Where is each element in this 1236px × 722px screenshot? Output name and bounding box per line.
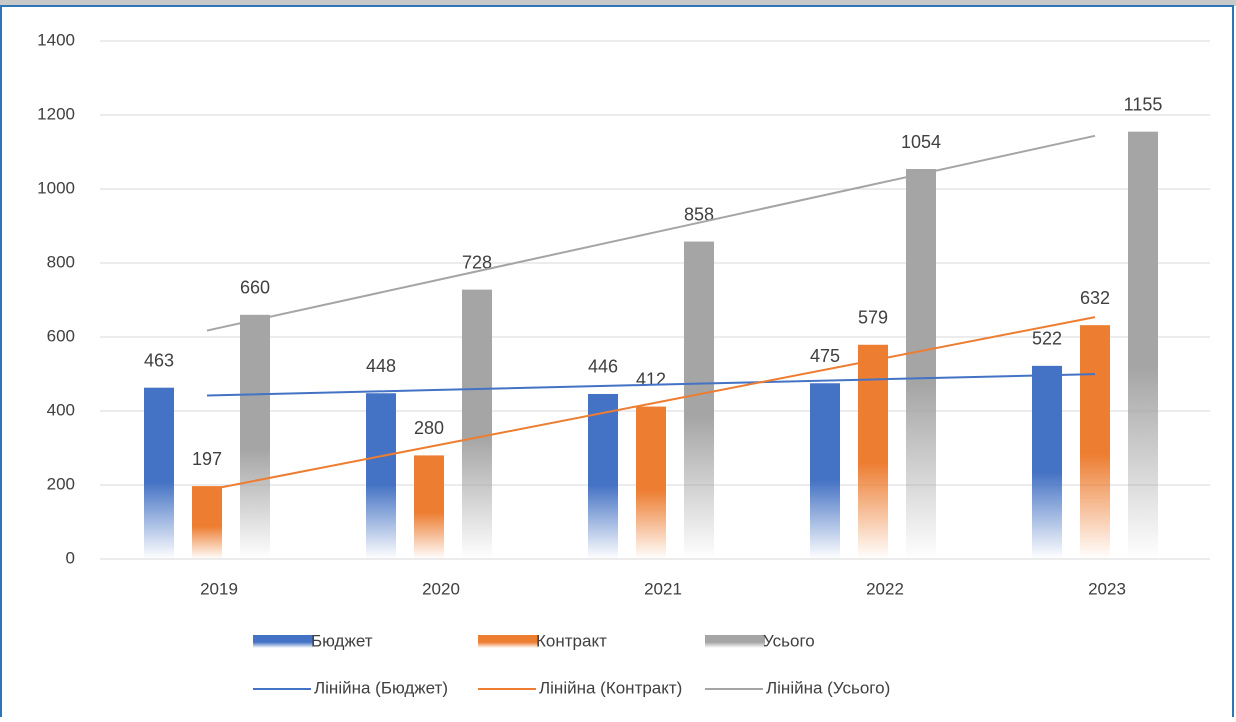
data-label: 1054	[901, 132, 941, 152]
legend-label: Лінійна (Контракт)	[539, 678, 682, 697]
data-label: 412	[636, 369, 666, 389]
data-label: 728	[462, 252, 492, 272]
bar	[810, 383, 840, 559]
frame	[0, 5, 1234, 722]
y-tick-label: 400	[47, 400, 75, 419]
bar	[1032, 365, 1062, 559]
y-tick-label: 200	[47, 474, 75, 493]
bar	[906, 169, 936, 559]
data-label: 448	[366, 356, 396, 376]
x-tick-label: 2020	[422, 579, 460, 598]
data-label: 475	[810, 346, 840, 366]
bar	[636, 406, 666, 559]
data-label: 660	[240, 278, 270, 298]
bar	[1080, 325, 1110, 559]
legend-label: Контракт	[536, 631, 607, 650]
trendline	[206, 316, 1096, 492]
bar	[684, 241, 714, 560]
bar	[462, 289, 492, 559]
data-label: 446	[588, 357, 618, 377]
data-label: 463	[144, 350, 174, 370]
legend-label: Усього	[763, 631, 815, 650]
y-tick-label: 800	[47, 252, 75, 271]
legend-swatch	[253, 635, 313, 648]
legend-label: Бюджет	[311, 631, 373, 650]
bar	[414, 455, 444, 559]
bar	[858, 344, 888, 559]
y-tick-label: 600	[47, 326, 75, 345]
y-tick-label: 0	[66, 548, 75, 567]
y-tick-label: 1000	[37, 178, 75, 197]
x-tick-label: 2022	[866, 579, 904, 598]
bar	[588, 393, 618, 559]
x-tick-label: 2021	[644, 579, 682, 598]
bar	[1128, 131, 1158, 559]
bar	[240, 314, 270, 559]
top-bar	[0, 0, 1236, 6]
data-label: 858	[684, 204, 714, 224]
data-label: 280	[414, 418, 444, 438]
data-label: 197	[192, 449, 222, 469]
data-label: 579	[858, 308, 888, 328]
y-tick-label: 1400	[37, 30, 75, 49]
data-label: 1155	[1124, 94, 1163, 114]
bar	[144, 387, 174, 559]
legend-label: Лінійна (Бюджет)	[314, 678, 448, 697]
x-tick-label: 2019	[200, 579, 238, 598]
data-label: 632	[1080, 288, 1110, 308]
legend-swatch	[705, 635, 765, 648]
x-tick-label: 2023	[1088, 579, 1126, 598]
legend-label: Лінійна (Усього)	[766, 678, 890, 697]
bar	[366, 393, 396, 559]
bar	[192, 486, 222, 559]
legend-swatch	[478, 635, 538, 648]
trendline	[206, 134, 1096, 332]
trendline	[206, 373, 1096, 397]
data-label: 522	[1032, 329, 1062, 349]
y-tick-label: 1200	[37, 104, 75, 123]
